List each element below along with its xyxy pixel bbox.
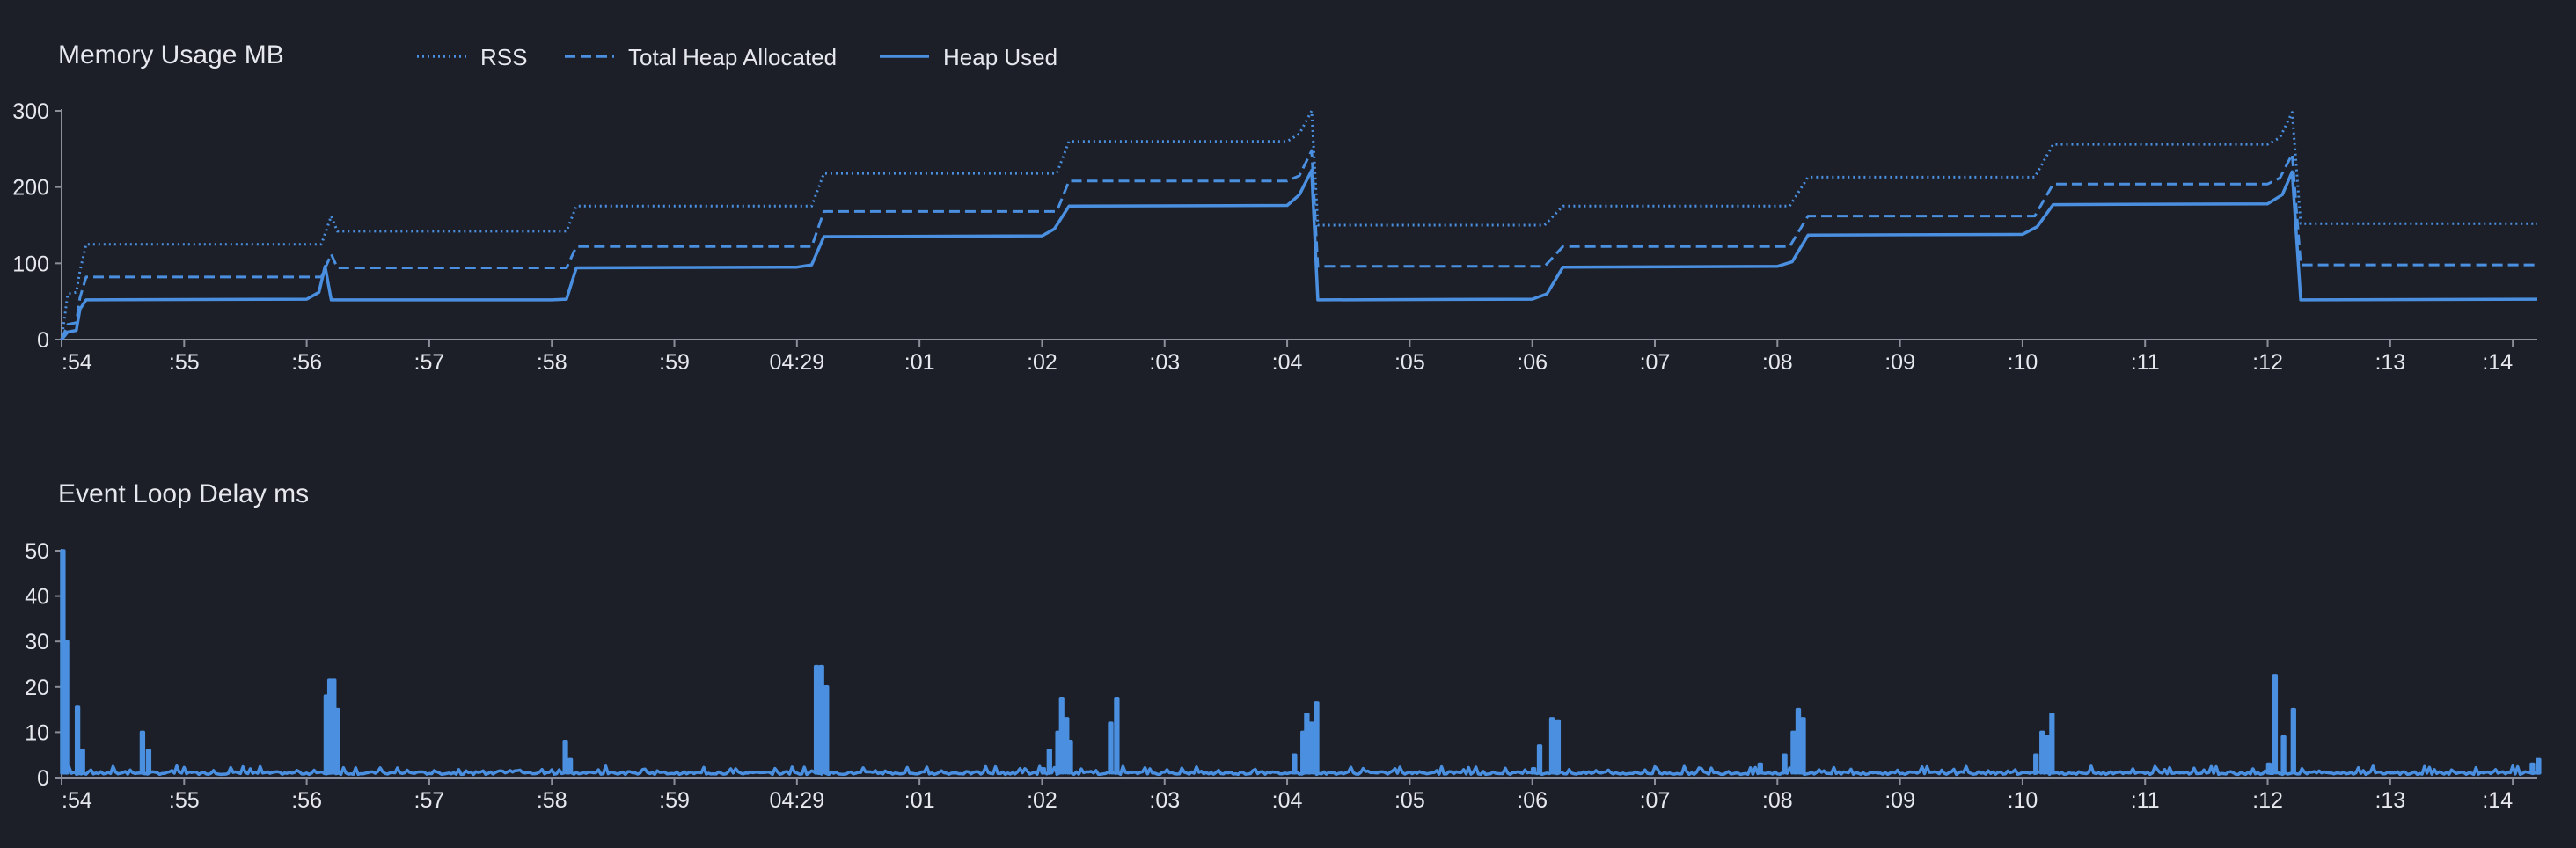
x-tick-label: :12 — [2252, 350, 2283, 375]
x-tick-label: :05 — [1394, 350, 1425, 375]
y-tick-label: 0 — [37, 328, 49, 353]
x-tick-label: :54 — [62, 350, 92, 375]
x-tick-label: :13 — [2375, 788, 2405, 813]
x-tick-label: :10 — [2008, 788, 2038, 813]
x-tick-label: :01 — [904, 788, 935, 813]
x-tick-label: :14 — [2482, 350, 2513, 375]
chart-memory: 0 100 200 300 :54 :55 :56 :57 :58 :59 04:29 :01 :02:… — [12, 99, 2538, 375]
x-tick-label: :08 — [1762, 788, 1793, 813]
y-tick-label: 100 — [12, 252, 49, 276]
x-tick-label: 04:29 — [770, 788, 825, 813]
y-tick-label: 50 — [25, 539, 49, 564]
chart-event-loop: 0 10 20 30 40 50 :54 :55 :56 :57 :58 :59 04:29 :01 :02… — [25, 539, 2542, 813]
y-tick-label: 30 — [25, 630, 49, 654]
x-tick-label: :10 — [2008, 350, 2038, 375]
x-tick-label: :02 — [1027, 350, 1057, 375]
x-tick-label: :12 — [2252, 788, 2283, 813]
x-tick-label: :54 — [62, 788, 92, 813]
x-tick-label: :56 — [291, 350, 322, 375]
memory-chart-title: Memory Usage MB — [58, 40, 284, 69]
series-line-heap-used — [60, 168, 2538, 341]
x-tick-label: :03 — [1149, 350, 1180, 375]
x-tick-label: :56 — [291, 788, 322, 813]
x-tick-label: :03 — [1149, 788, 1180, 813]
memory-legend: RSS Total Heap Allocated Heap Used — [417, 44, 1057, 70]
x-tick-label: :57 — [414, 788, 445, 813]
x-tick-label: :06 — [1517, 788, 1548, 813]
legend-label: Total Heap Allocated — [628, 44, 837, 70]
x-tick-label: :02 — [1027, 788, 1057, 813]
x-tick-label: :09 — [1884, 788, 1915, 813]
x-tick-label: :59 — [659, 350, 690, 375]
legend-label: RSS — [480, 44, 527, 70]
x-tick-label: :59 — [659, 788, 690, 813]
x-tick-label: :06 — [1517, 350, 1548, 375]
x-tick-label: 04:29 — [770, 350, 825, 375]
x-tick-label: :55 — [169, 350, 200, 375]
event-loop-chart-title: Event Loop Delay ms — [58, 479, 310, 508]
y-tick-label: 10 — [25, 720, 49, 745]
y-tick-label: 300 — [12, 99, 49, 124]
series-line-total-heap-allocated — [60, 149, 2537, 340]
x-tick-label: :07 — [1640, 788, 1671, 813]
y-tick-label: 20 — [25, 676, 49, 700]
series-line-event-loop-delay — [60, 549, 2542, 777]
x-tick-label: :58 — [537, 788, 567, 813]
x-tick-label: :13 — [2375, 350, 2405, 375]
x-tick-label: :14 — [2482, 788, 2513, 813]
x-tick-label: :04 — [1272, 788, 1303, 813]
legend-label: Heap Used — [943, 44, 1057, 70]
x-tick-label: :55 — [169, 788, 200, 813]
x-tick-label: :05 — [1394, 788, 1425, 813]
x-tick-label: :11 — [2131, 788, 2160, 813]
y-tick-label: 200 — [12, 176, 49, 201]
x-tick-label: :08 — [1762, 350, 1793, 375]
x-tick-label: :07 — [1640, 350, 1671, 375]
x-tick-label: :58 — [537, 350, 567, 375]
x-tick-label: :01 — [904, 350, 935, 375]
series-line-rss — [60, 109, 2537, 340]
x-tick-label: :09 — [1884, 350, 1915, 375]
y-tick-label: 0 — [37, 766, 49, 791]
x-tick-label: :11 — [2131, 350, 2160, 375]
x-tick-label: :04 — [1272, 350, 1303, 375]
y-tick-label: 40 — [25, 585, 49, 610]
x-tick-label: :57 — [414, 350, 445, 375]
